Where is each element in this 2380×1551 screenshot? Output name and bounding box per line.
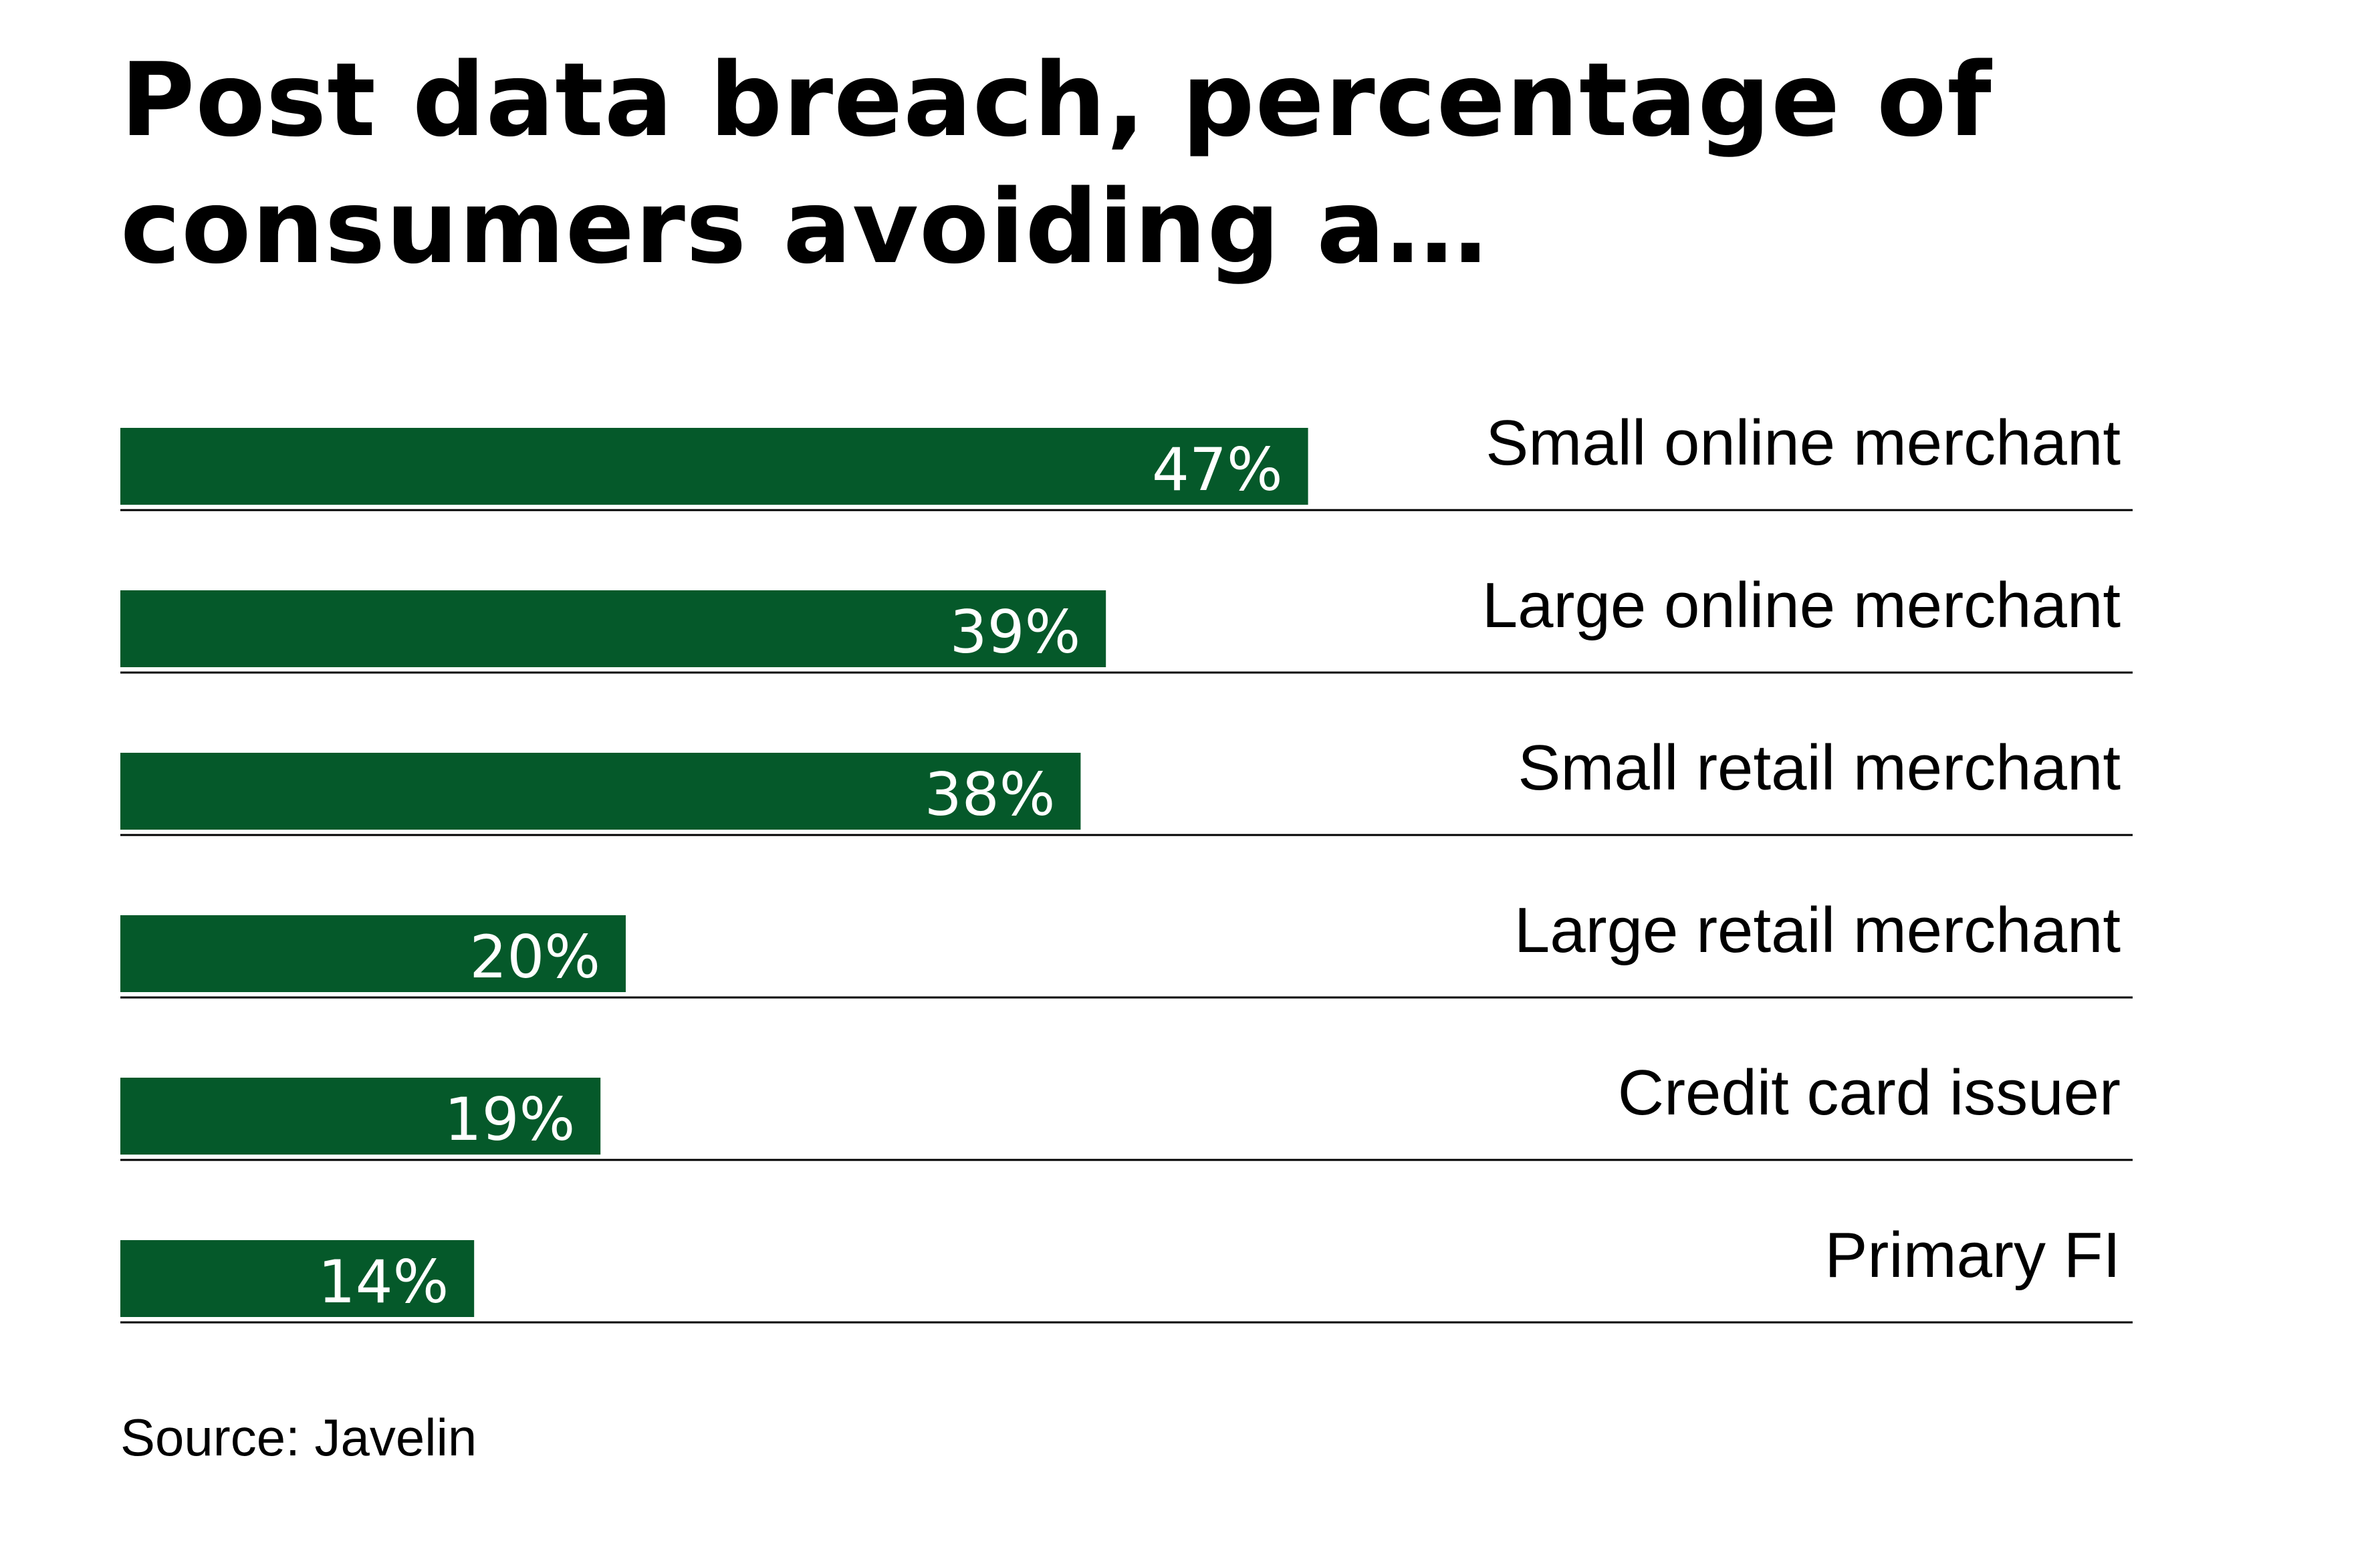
category-label: Credit card issuer bbox=[1618, 1057, 2121, 1128]
category-label: Primary FI bbox=[1824, 1219, 2121, 1291]
bar-small-retail-merchant bbox=[120, 753, 1081, 830]
category-label: Large retail merchant bbox=[1514, 894, 2121, 966]
bar-credit-card-issuer bbox=[120, 1078, 601, 1155]
bar-primary-fi bbox=[120, 1240, 475, 1317]
category-label: Small online merchant bbox=[1485, 407, 2121, 479]
chart-title: Post data breach, percentage of consumer… bbox=[120, 41, 1992, 286]
category-label: Large online merchant bbox=[1482, 570, 2121, 641]
bar-value-label: 38% bbox=[925, 760, 1056, 829]
bar-value-label: 47% bbox=[1152, 435, 1283, 504]
bar-value-label: 39% bbox=[950, 598, 1081, 667]
bar-value-label: 19% bbox=[445, 1085, 576, 1154]
category-label: Small retail merchant bbox=[1518, 732, 2121, 804]
bar-value-label: 20% bbox=[469, 923, 600, 991]
bar-large-retail-merchant bbox=[120, 915, 626, 992]
source-note: Source: Javelin bbox=[120, 1408, 477, 1467]
bar-small-online-merchant bbox=[120, 428, 1308, 505]
bar-large-online-merchant bbox=[120, 590, 1106, 667]
bar-value-label: 14% bbox=[318, 1247, 449, 1316]
